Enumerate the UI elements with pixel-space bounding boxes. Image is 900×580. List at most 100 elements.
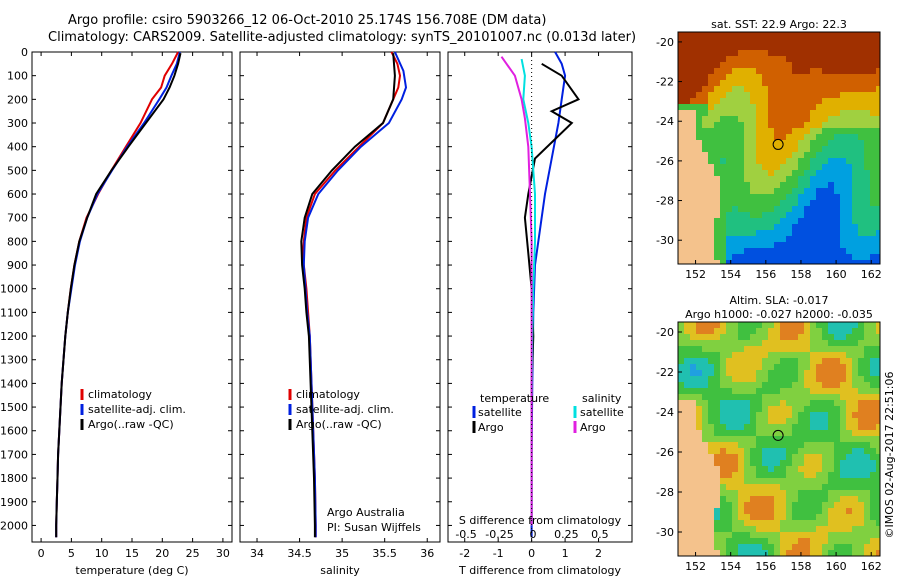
map-cell [684, 122, 690, 128]
map-cell [828, 394, 834, 400]
map-cell [780, 400, 786, 406]
map-cell [846, 68, 852, 74]
map-cell [708, 352, 714, 358]
map-cell [708, 502, 714, 508]
map-cell [678, 254, 684, 260]
map-cell [804, 44, 810, 50]
map-cell [828, 116, 834, 122]
map-cell [726, 242, 732, 248]
map-cell [828, 110, 834, 116]
map-cell [756, 526, 762, 532]
map-cell [834, 260, 840, 264]
map-cell [876, 460, 880, 466]
map-cell [780, 478, 786, 484]
map-cell [690, 260, 696, 264]
map-cell [690, 80, 696, 86]
map-cell [816, 430, 822, 436]
map-cell [762, 176, 768, 182]
map-cell [690, 406, 696, 412]
map-cell [786, 520, 792, 526]
map-cell [762, 92, 768, 98]
map-cell [678, 236, 684, 242]
map-cell [762, 68, 768, 74]
map-cell [678, 478, 684, 484]
map-cell [726, 442, 732, 448]
map-cell [780, 514, 786, 520]
map-cell [732, 104, 738, 110]
map-cell [804, 56, 810, 62]
map-cell [684, 466, 690, 472]
map-cell [756, 502, 762, 508]
map-cell [714, 212, 720, 218]
map-cell [714, 358, 720, 364]
map-cell [690, 62, 696, 68]
map-cell [678, 382, 684, 388]
map-cell [732, 406, 738, 412]
map-cell [774, 508, 780, 514]
map-cell [750, 92, 756, 98]
map-cell [714, 134, 720, 140]
x-tick-label: 35.5 [372, 547, 397, 560]
map-cell [684, 194, 690, 200]
map-cell [786, 110, 792, 116]
map-cell [810, 194, 816, 200]
map-cell [864, 116, 870, 122]
map-cell [732, 466, 738, 472]
map-cell [678, 260, 684, 264]
map-cell [708, 406, 714, 412]
map-cell [846, 104, 852, 110]
map-cell [792, 140, 798, 146]
map-cell [762, 460, 768, 466]
map-cell [786, 44, 792, 50]
map-cell [750, 38, 756, 44]
map-cell [774, 74, 780, 80]
map-cell [696, 158, 702, 164]
map-cell [768, 50, 774, 56]
map-cell [846, 538, 852, 544]
map-cell [756, 92, 762, 98]
map-cell [714, 388, 720, 394]
map-cell [792, 116, 798, 122]
map-cell [744, 364, 750, 370]
map-cell [696, 340, 702, 346]
map-cell [738, 50, 744, 56]
map-title: sat. SST: 22.9 Argo: 22.3 [711, 18, 847, 31]
map-cell [690, 376, 696, 382]
map-cell [846, 448, 852, 454]
map-cell [720, 260, 726, 264]
map-cell [864, 62, 870, 68]
map-cell [768, 32, 774, 38]
map-cell [684, 134, 690, 140]
map-cell [846, 56, 852, 62]
map-cell [846, 170, 852, 176]
map-cell [684, 412, 690, 418]
map-cell [852, 544, 858, 550]
map-cell [756, 164, 762, 170]
map-cell [810, 334, 816, 340]
map-cell [762, 230, 768, 236]
map-cell [810, 472, 816, 478]
map-cell [684, 460, 690, 466]
map-cell [702, 478, 708, 484]
map-cell [708, 62, 714, 68]
map-cell [750, 460, 756, 466]
map-cell [720, 412, 726, 418]
map-cell [834, 502, 840, 508]
map-cell [714, 538, 720, 544]
map-cell [828, 388, 834, 394]
map-cell [684, 68, 690, 74]
map-cell [744, 104, 750, 110]
map-cell [828, 436, 834, 442]
map-cell [852, 212, 858, 218]
map-cell [720, 328, 726, 334]
map-cell [858, 170, 864, 176]
map-cell [732, 128, 738, 134]
map-cell [702, 32, 708, 38]
map-cell [858, 418, 864, 424]
map-cell [738, 68, 744, 74]
map-cell [840, 514, 846, 520]
map-cell [828, 382, 834, 388]
map-cell [810, 484, 816, 490]
map-cell [684, 484, 690, 490]
map-cell [744, 472, 750, 478]
